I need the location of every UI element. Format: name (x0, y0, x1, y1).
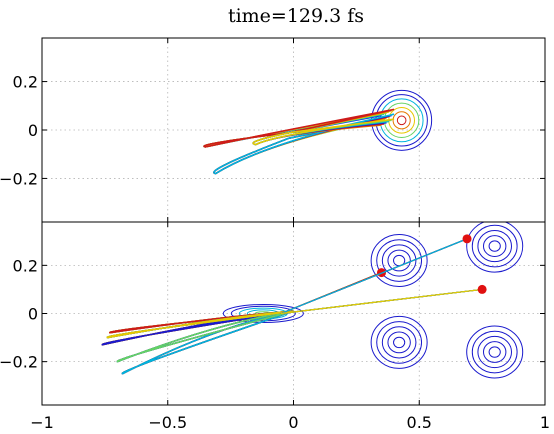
contour-line (477, 335, 513, 369)
contour-line (483, 341, 507, 363)
contour-line (222, 304, 304, 323)
contour-line (376, 239, 423, 282)
y-tick-label: −0.2 (0, 353, 38, 372)
x-tick-label: 0 (288, 413, 298, 432)
trajectory-line (116, 310, 294, 363)
contour-line (477, 229, 513, 263)
y-tick-label: 0 (28, 121, 38, 140)
trajectory-line (280, 288, 483, 315)
top-panel: −0.2 0 0.2 (0, 37, 546, 223)
trajectory-line (109, 310, 294, 334)
plot-area (203, 89, 433, 175)
x-tick-label: 1 (540, 413, 550, 432)
contour-line (387, 331, 411, 354)
contour-line (483, 235, 507, 257)
x-tick-label: −0.5 (148, 413, 187, 432)
contour-line (376, 321, 423, 364)
figure-title: time=129.3 fs (228, 5, 364, 27)
trajectory-line (106, 310, 294, 339)
contour-line (471, 224, 518, 268)
contour-line (370, 315, 428, 369)
contour-line (396, 115, 407, 126)
contour-line (381, 326, 417, 359)
contour-line (387, 249, 411, 272)
contour-line (471, 330, 518, 374)
trajectory-line (203, 108, 395, 148)
contour-line (488, 240, 501, 252)
trajectory-line (121, 310, 294, 375)
contour-line (381, 244, 417, 277)
contour-line (392, 111, 411, 130)
trajectory-line (280, 238, 468, 315)
y-tick-label: −0.2 (0, 169, 38, 188)
contour-line (488, 346, 501, 358)
x-tick-label: 0.5 (407, 413, 432, 432)
y-tick-label: 0 (28, 305, 38, 324)
contour-line (466, 222, 524, 273)
bottom-panel: −0.2 0 0.2 −1 −0.5 0 0.5 1 (0, 221, 550, 432)
particle-marker (477, 284, 487, 294)
particle-marker (462, 234, 472, 244)
contour-line (393, 336, 406, 349)
trajectory-line (252, 118, 395, 146)
x-tick-label: −1 (30, 413, 54, 432)
contour-line (466, 325, 524, 379)
contour-line (370, 234, 428, 288)
y-tick-label: 0.2 (13, 256, 38, 275)
y-tick-label: 0.2 (13, 73, 38, 92)
plot-area (101, 222, 524, 379)
